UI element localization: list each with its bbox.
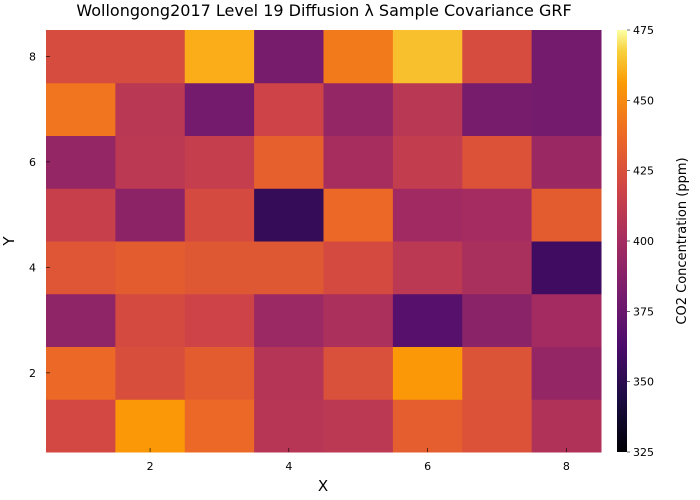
heatmap-cell: [531, 241, 602, 295]
colorbar-tick-label: 450: [633, 94, 654, 107]
colorbar-label: CO2 Concentration (ppm): [675, 157, 690, 324]
heatmap-cell: [115, 346, 186, 400]
colorbar-tick-label: 400: [633, 235, 654, 248]
heatmap-cell: [184, 399, 255, 453]
heatmap-cell: [323, 399, 394, 453]
heatmap-cell: [531, 399, 602, 453]
y-tick-label: 4: [29, 261, 36, 274]
heatmap-cell: [462, 188, 533, 242]
y-tick-label: 2: [29, 367, 36, 380]
heatmap-cell: [46, 399, 116, 453]
y-tick-label: 8: [29, 50, 36, 63]
heatmap-cell: [46, 30, 116, 84]
heatmap-cell: [462, 346, 533, 400]
heatmap-cell: [254, 346, 325, 400]
x-tick-label: 6: [424, 460, 431, 473]
heatmap-cell: [462, 30, 533, 84]
heatmap-cell: [462, 82, 533, 136]
heatmap-cell: [46, 293, 116, 347]
heatmap-cell: [254, 293, 325, 347]
heatmap-cell: [46, 135, 116, 189]
colorbar-ticks: 325 350 375 400 425 450 475: [627, 24, 654, 459]
colorbar-tick-label: 350: [633, 376, 654, 389]
heatmap-cell: [115, 30, 186, 84]
heatmap-cell: [323, 346, 394, 400]
colorbar-tick-label: 425: [633, 165, 654, 178]
heatmap-cell: [323, 135, 394, 189]
heatmap-cell: [115, 135, 186, 189]
heatmap-cell: [46, 82, 116, 136]
heatmap-cell: [392, 399, 463, 453]
y-axis-label: Y: [0, 236, 18, 247]
heatmap-cell: [531, 346, 602, 400]
heatmap-cell: [531, 188, 602, 242]
heatmap-cell: [254, 82, 325, 136]
heatmap-cell: [392, 188, 463, 242]
heatmap-cell: [184, 346, 255, 400]
x-tick-label: 2: [147, 460, 154, 473]
x-tick-label: 4: [285, 460, 292, 473]
heatmap-cell: [184, 188, 255, 242]
heatmap-cell: [392, 30, 463, 84]
x-axis-label: X: [318, 477, 328, 495]
heatmap-cell: [46, 241, 116, 295]
heatmap-cell: [392, 346, 463, 400]
heatmap-cell: [392, 135, 463, 189]
heatmap-cell: [531, 135, 602, 189]
heatmap-cell: [462, 399, 533, 453]
heatmap-cell: [462, 135, 533, 189]
heatmap-cell: [531, 30, 602, 84]
x-axis-ticks: 2 4 6 8: [147, 448, 570, 473]
heatmap-cell: [115, 241, 186, 295]
heatmap-cell: [531, 82, 602, 136]
colorbar-tick-label: 475: [633, 24, 654, 37]
heatmap-cell: [392, 241, 463, 295]
heatmap-cell: [115, 82, 186, 136]
heatmap-cell: [254, 188, 325, 242]
y-tick-label: 6: [29, 156, 36, 169]
heatmap-cell: [392, 293, 463, 347]
colorbar-tick-label: 325: [633, 446, 654, 459]
heatmap-cell: [254, 30, 325, 84]
heatmap-cell: [115, 399, 186, 453]
heatmap-cell: [531, 293, 602, 347]
heatmap-cell: [323, 82, 394, 136]
heatmap-cell: [254, 241, 325, 295]
heatmap-cell: [46, 346, 116, 400]
heatmap-cell: [184, 241, 255, 295]
heatmap-cell: [323, 30, 394, 84]
colorbar-tick-label: 375: [633, 305, 654, 318]
heatmap-cell: [184, 293, 255, 347]
heatmap-cell: [184, 135, 255, 189]
heatmap-cell: [184, 82, 255, 136]
heatmap-cell: [323, 241, 394, 295]
chart-title: Wollongong2017 Level 19 Diffusion λ Samp…: [76, 1, 571, 20]
x-tick-label: 8: [563, 460, 570, 473]
heatmap-cell: [392, 82, 463, 136]
heatmap-cell: [46, 188, 116, 242]
heatmap-cells: [46, 30, 602, 453]
heatmap-cell: [462, 293, 533, 347]
heatmap-cell: [115, 188, 186, 242]
colorbar: [617, 30, 627, 452]
heatmap-cell: [323, 188, 394, 242]
heatmap-cell: [462, 241, 533, 295]
heatmap-cell: [254, 399, 325, 453]
heatmap-cell: [184, 30, 255, 84]
heatmap-cell: [254, 135, 325, 189]
heatmap-cell: [323, 293, 394, 347]
heatmap-cell: [115, 293, 186, 347]
y-axis-ticks: 2 4 6 8: [29, 50, 50, 380]
